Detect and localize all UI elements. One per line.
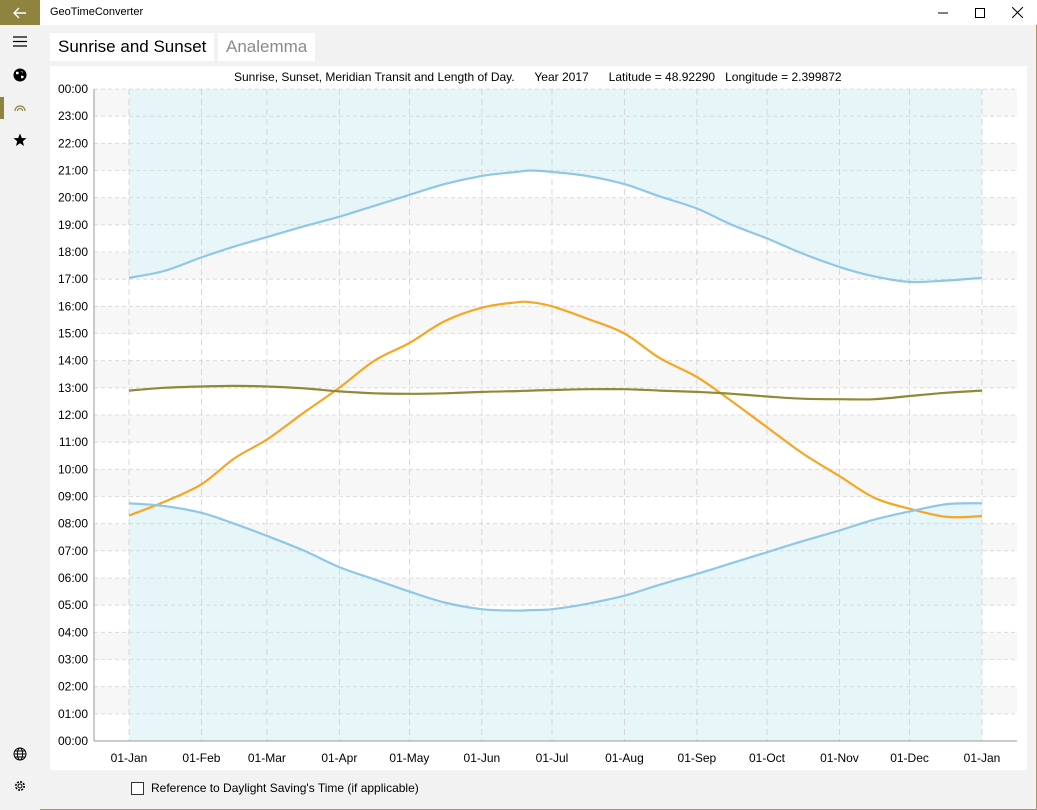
back-arrow-icon: [13, 7, 26, 18]
maximize-icon: [975, 7, 985, 18]
chart-panel: [50, 66, 1027, 770]
app-title: GeoTimeConverter: [50, 6, 144, 18]
globe-icon: [13, 68, 27, 82]
nav-item-settings[interactable]: [0, 770, 40, 802]
nav-item-globe[interactable]: [0, 59, 40, 91]
minimize-button[interactable]: [921, 0, 965, 25]
menu-icon: [13, 35, 27, 47]
close-icon: [1011, 7, 1023, 18]
nav-item-language[interactable]: [0, 738, 40, 770]
gear-icon: [15, 781, 25, 791]
minimize-icon: [938, 12, 948, 13]
close-button[interactable]: [995, 0, 1037, 25]
back-button[interactable]: [0, 0, 40, 25]
title-bar: GeoTimeConverter: [0, 0, 1037, 25]
language-icon: [13, 747, 27, 761]
tab-analemma[interactable]: Analemma: [218, 33, 316, 61]
maximize-button[interactable]: [958, 0, 1002, 25]
nav-item-sunrise[interactable]: [0, 92, 40, 124]
nav-selection-indicator: [0, 97, 4, 119]
hamburger-menu-button[interactable]: [0, 25, 40, 57]
dst-checkbox-row[interactable]: Reference to Daylight Saving's Time (if …: [131, 781, 419, 795]
star-icon: [13, 133, 27, 146]
sun-icon: [14, 105, 26, 112]
nav-pane: [0, 25, 40, 810]
dst-checkbox-label: Reference to Daylight Saving's Time (if …: [151, 781, 419, 795]
nav-item-favorites[interactable]: [0, 124, 40, 156]
chart-title: Sunrise, Sunset, Meridian Transit and Le…: [234, 70, 842, 84]
dst-checkbox[interactable]: [131, 781, 144, 795]
tab-sunrise-sunset[interactable]: Sunrise and Sunset: [50, 33, 215, 61]
